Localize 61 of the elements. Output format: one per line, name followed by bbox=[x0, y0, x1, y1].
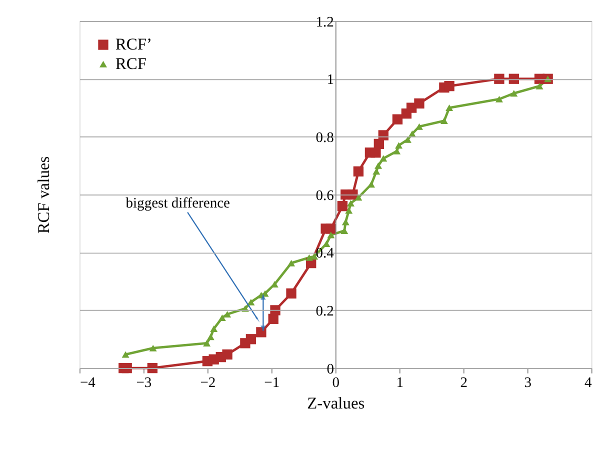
point bbox=[392, 114, 403, 124]
point bbox=[247, 298, 255, 306]
point bbox=[337, 201, 348, 212]
point bbox=[345, 207, 353, 214]
point bbox=[149, 344, 157, 352]
annotation: biggest difference bbox=[126, 195, 230, 212]
point bbox=[446, 104, 454, 112]
y-tick-label: 0.4 bbox=[316, 246, 335, 262]
legend-label: RCF’ bbox=[115, 34, 152, 54]
x-tick-label: −3 bbox=[136, 374, 152, 391]
y-tick-label: 0 bbox=[326, 361, 334, 378]
point bbox=[353, 166, 364, 176]
point bbox=[206, 334, 214, 340]
point bbox=[510, 90, 518, 97]
y-tick-label: 0.8 bbox=[316, 130, 334, 146]
point bbox=[536, 82, 544, 90]
y-tick-label: 1.2 bbox=[316, 14, 334, 30]
point bbox=[210, 325, 218, 332]
x-tick-label: −1 bbox=[264, 374, 280, 391]
point bbox=[305, 254, 313, 261]
point bbox=[354, 194, 362, 201]
x-tick-label: 2 bbox=[460, 374, 468, 391]
x-tick-label: 3 bbox=[524, 374, 532, 391]
point bbox=[288, 260, 296, 266]
y-tick-label: 1 bbox=[326, 72, 334, 88]
point bbox=[224, 311, 232, 318]
point bbox=[494, 74, 504, 84]
point bbox=[414, 98, 424, 109]
point bbox=[395, 142, 403, 149]
point bbox=[404, 136, 412, 143]
x-tick-label: 1 bbox=[396, 374, 404, 391]
y-tick-label: 0.6 bbox=[316, 188, 334, 204]
point bbox=[378, 130, 388, 140]
y-axis-title: RCF values bbox=[34, 156, 53, 234]
point bbox=[122, 351, 130, 358]
point bbox=[342, 218, 350, 226]
point bbox=[256, 327, 266, 338]
point bbox=[218, 314, 226, 321]
point bbox=[372, 168, 380, 175]
point bbox=[374, 162, 382, 169]
legend-label: RCF bbox=[115, 54, 146, 73]
point bbox=[322, 240, 330, 247]
point bbox=[286, 288, 296, 299]
point bbox=[370, 148, 381, 158]
point bbox=[270, 305, 280, 316]
point bbox=[222, 349, 232, 360]
point bbox=[347, 200, 355, 206]
point bbox=[444, 81, 454, 92]
point bbox=[203, 340, 211, 346]
point bbox=[246, 334, 256, 344]
point bbox=[393, 148, 401, 154]
x-tick-label: 4 bbox=[584, 374, 593, 391]
point bbox=[440, 118, 448, 124]
point bbox=[326, 224, 336, 234]
x-tick-label: −4 bbox=[80, 374, 96, 391]
point bbox=[327, 232, 335, 238]
x-axis-title: Z-values bbox=[307, 393, 365, 412]
point bbox=[495, 96, 503, 102]
x-tick-label: −2 bbox=[200, 374, 216, 391]
y-tick-label: 0.2 bbox=[316, 304, 334, 320]
point bbox=[380, 155, 388, 162]
